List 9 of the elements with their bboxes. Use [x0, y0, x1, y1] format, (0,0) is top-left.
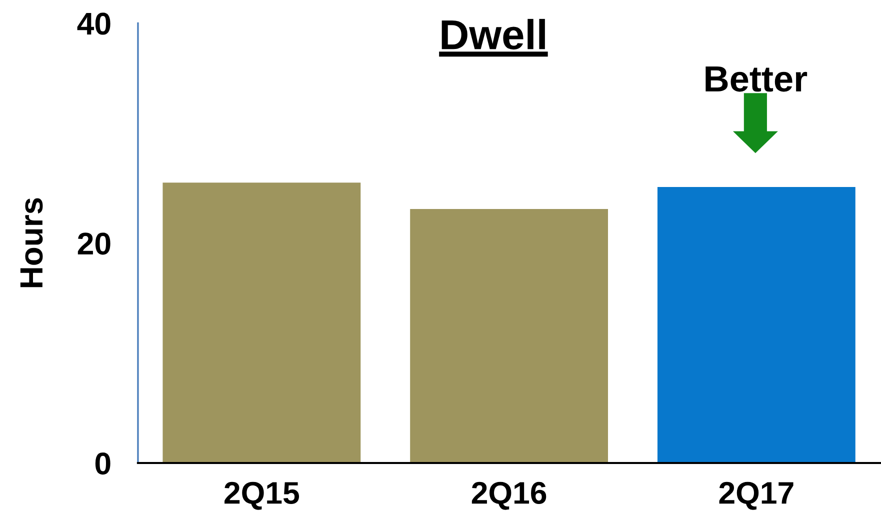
y-axis-title: Hours	[20, 198, 43, 288]
y-tick-label: 40	[77, 12, 110, 35]
x-tick-label: 2Q16	[472, 482, 546, 510]
y-tick-label: 0	[95, 452, 110, 475]
y-tick-label: 20	[78, 232, 110, 255]
annotation: Better	[706, 66, 808, 92]
x-tick-label: 2Q15	[224, 482, 300, 510]
x-tick-label: 2Q17	[719, 482, 794, 510]
chart-title: Dwell	[442, 18, 545, 50]
